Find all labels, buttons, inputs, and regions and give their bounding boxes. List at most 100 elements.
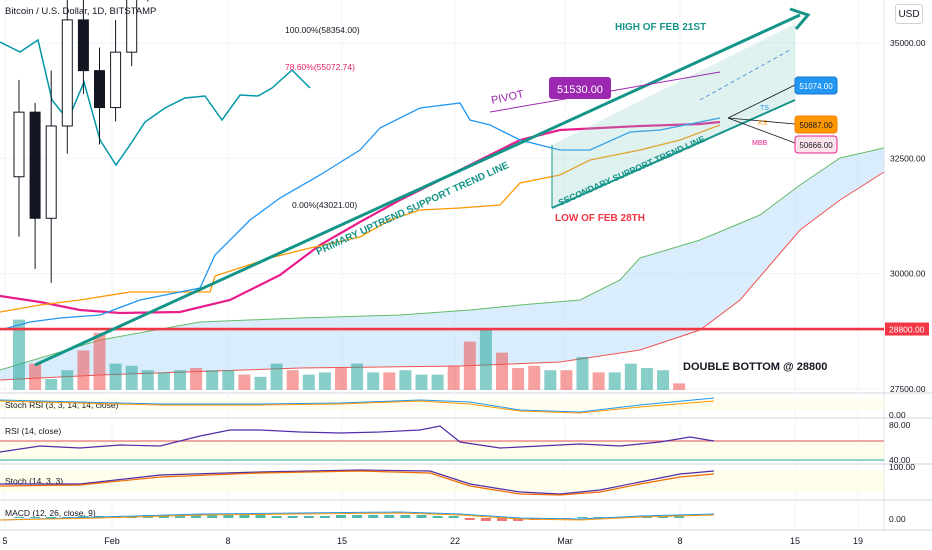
macd-histogram-bar: [577, 517, 588, 518]
time-tick-label: 8: [677, 536, 682, 546]
stoch-band: [0, 470, 884, 492]
connector-line: [727, 117, 796, 125]
stoch-rsi-k: [0, 397, 715, 413]
macd-signal: [0, 512, 715, 521]
volume-bar: [431, 374, 444, 390]
volume-bar: [109, 363, 122, 390]
volume-bar: [13, 319, 25, 390]
macd-histogram-bar: [46, 517, 57, 518]
stoch-rsi-band: [0, 398, 884, 410]
volume-bar: [286, 370, 299, 390]
volume-bar: [29, 363, 42, 390]
macd-histogram-bar: [658, 516, 668, 518]
candle-body: [45, 125, 57, 219]
macd-histogram-bar: [497, 518, 507, 521]
trend-channel-fill: [552, 24, 795, 208]
mbb-label: MBB: [752, 140, 768, 147]
price-label-bg: [885, 322, 929, 336]
volume-bar: [624, 363, 637, 390]
volume-bar: [463, 341, 476, 390]
macd-histogram-bar: [674, 516, 685, 518]
candle-body: [77, 19, 89, 72]
price-tick-label: 30000.00: [890, 269, 926, 279]
time-tick-label: 8: [225, 536, 230, 546]
volume-bar: [528, 365, 541, 390]
volume-bar: [206, 370, 219, 390]
macd-histogram-bar: [191, 515, 202, 518]
macd-histogram-bar: [593, 517, 604, 518]
time-tick-label: Mar: [557, 536, 573, 546]
volume-bar: [673, 383, 686, 390]
macd-histogram-bar: [432, 516, 443, 518]
volume-bar: [657, 370, 669, 390]
volume-bar: [367, 372, 380, 390]
pivot-value: 51530.00: [557, 84, 603, 96]
fib-0-label: 0.00%(43021.00): [292, 200, 357, 210]
stoch-label: Stoch (14, 3, 3): [5, 476, 63, 486]
ichimoku-cloud: [0, 148, 884, 380]
macd-histogram-bar: [30, 517, 41, 518]
macd-histogram-bar: [319, 516, 330, 518]
candle-body: [29, 111, 41, 219]
volume-bar: [496, 352, 508, 390]
price-tick-label: 32500.00: [890, 153, 926, 163]
volume-bar: [254, 376, 267, 390]
connector-line: [727, 117, 796, 144]
double-bottom-label: DOUBLE BOTTOM @ 28800: [683, 361, 827, 373]
macd-tick: 0.00: [889, 514, 906, 524]
low-label: LOW OF FEB 28TH: [555, 213, 645, 224]
support-value-orange: 50687.00: [799, 121, 833, 130]
macd-histogram-bar: [303, 516, 314, 518]
macd-histogram-bar: [464, 518, 475, 520]
volume-bar: [576, 357, 589, 390]
currency-button[interactable]: USD: [895, 4, 923, 24]
tenkan-sen: [0, 102, 721, 331]
rsi-tick: 80.00: [889, 420, 911, 430]
candle-body: [110, 51, 122, 109]
primary-trend-line: [34, 13, 801, 367]
volume-bar: [640, 368, 653, 390]
support-value-blue-box: [794, 76, 838, 95]
volume-bar: [479, 328, 492, 390]
time-tick-label: Feb: [104, 536, 120, 546]
macd-histogram-bar: [352, 515, 363, 518]
volume-bar: [608, 372, 621, 390]
rsi-line: [0, 425, 715, 453]
volume-bar: [125, 365, 138, 390]
candle-body: [61, 19, 73, 127]
support-value-orange-box: [794, 115, 838, 134]
macd-histogram-bar: [336, 515, 346, 518]
volume-bar: [560, 370, 573, 390]
volume-bar: [592, 372, 605, 390]
volume-bar: [61, 370, 74, 390]
stoch-rsi-tick: 0.00: [889, 410, 906, 420]
time-tick-label: 19: [853, 536, 863, 546]
macd-histogram-bar: [207, 515, 218, 518]
macd-histogram-bar: [223, 515, 234, 518]
macd-label: MACD (12, 26, close, 9): [5, 508, 96, 518]
candle-body: [13, 111, 25, 178]
macd-histogram-bar: [400, 515, 411, 518]
volume-bar: [318, 372, 331, 390]
support-value-pink-box: [794, 135, 838, 154]
volume-bar: [383, 372, 396, 390]
volume-bar: [544, 370, 557, 390]
chart-title: Bitcoin / U.S. Dollar, 1D, BITSTAMP: [5, 6, 156, 17]
ts-label: TS: [760, 105, 769, 112]
stoch-d: [0, 470, 715, 496]
kijun-sen: [0, 124, 721, 313]
ks-label: KS: [758, 120, 768, 127]
connector-line: [727, 84, 796, 119]
time-tick-label: 22: [450, 536, 460, 546]
secondary-trend-line: [551, 99, 796, 209]
support-value-blue: 51074.00: [799, 82, 833, 91]
volume-bar: [447, 365, 460, 390]
macd-histogram-bar: [416, 515, 427, 518]
cloud-span-b: [0, 171, 885, 381]
candle-body: [94, 70, 105, 109]
high-label: HIGH OF FEB 21ST: [615, 22, 706, 33]
volume-bar: [238, 374, 251, 390]
macd-histogram-bar: [14, 517, 24, 518]
projection-line: [699, 49, 791, 101]
